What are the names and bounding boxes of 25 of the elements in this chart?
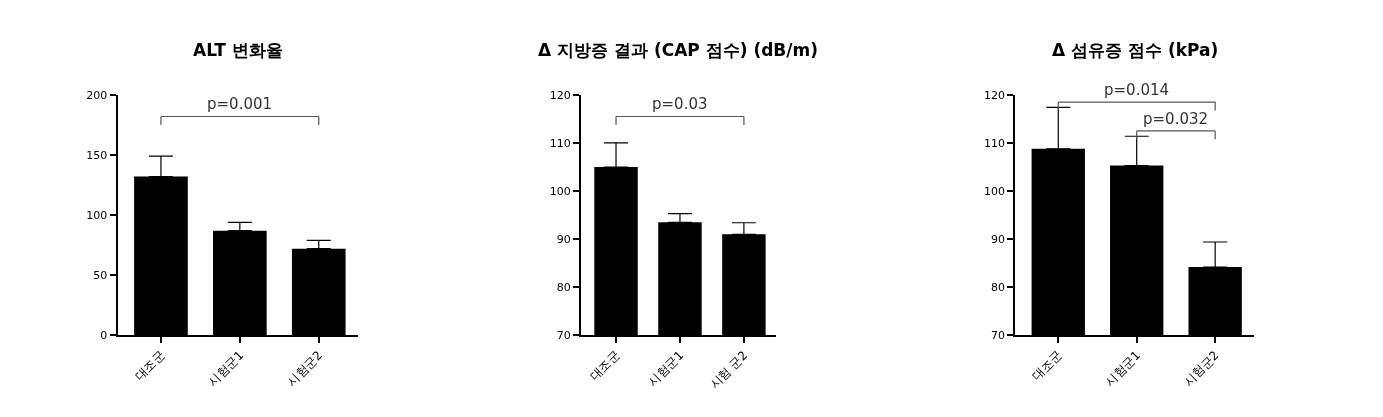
y-tick-label: 90 [556,232,571,246]
y-tick-label: 0 [100,329,108,343]
y-tick-label: 120 [549,88,571,102]
y-tick-label: 110 [983,136,1005,150]
y-tick-label: 100 [86,208,108,222]
y-tick-label: 80 [556,281,571,295]
y-tick-label: 50 [93,269,108,283]
y-tick-label: 200 [86,88,108,102]
chart-title: ALT 변화율 [193,40,283,60]
y-tick-label: 90 [990,232,1005,246]
chart-title: Δ 지방증 결과 (CAP 점수) (dB/m) [538,40,818,60]
x-tick-label: 시험 군2 [706,348,751,392]
annotation: p=0.032 [1143,110,1209,128]
y-tick-label: 100 [549,184,571,198]
annotation: p=0.014 [1104,81,1170,99]
annotation: p=0.03 [652,95,708,113]
y-tick-label: 150 [86,148,108,162]
annotation: p=0.001 [207,95,273,113]
y-tick-label: 120 [983,88,1005,102]
y-tick-label: 70 [556,329,571,343]
chart-title: Δ 섬유증 점수 (kPa) [1052,40,1219,60]
y-tick-label: 110 [549,136,571,150]
y-tick-label: 70 [990,329,1005,343]
y-tick-label: 100 [983,184,1005,198]
y-tick-label: 80 [990,281,1005,295]
